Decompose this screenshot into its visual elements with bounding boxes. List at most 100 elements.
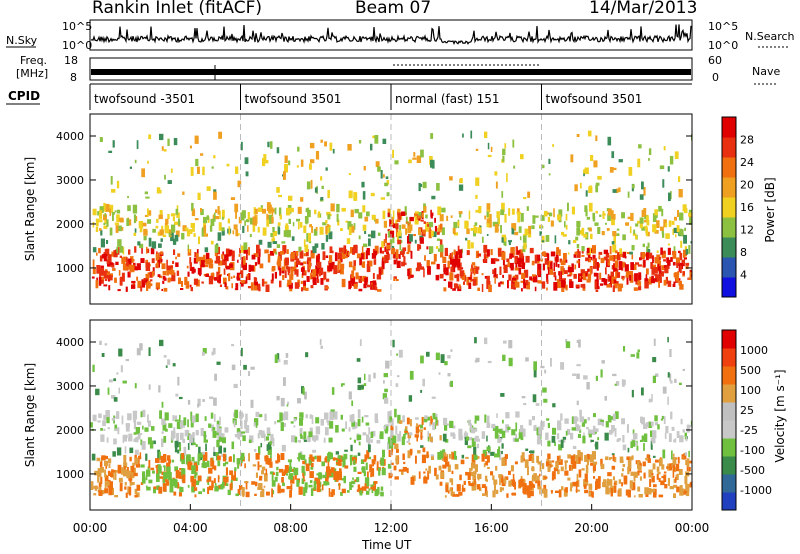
echo-cell	[117, 239, 122, 247]
echo-cell	[248, 247, 250, 256]
echo-cell	[583, 479, 587, 487]
echo-cell	[679, 284, 684, 290]
echo-cell	[576, 400, 579, 406]
echo-cell	[678, 263, 681, 272]
colorbar-tick: 8	[740, 246, 747, 259]
echo-cell	[352, 457, 356, 461]
echo-cell	[470, 228, 474, 231]
echo-cell	[643, 443, 645, 451]
echo-cell	[254, 493, 257, 496]
echo-cell	[164, 225, 169, 233]
x-tick-label: 12:00	[374, 521, 409, 535]
echo-cell	[558, 421, 561, 429]
echo-cell	[658, 477, 661, 482]
echo-cell	[534, 215, 539, 218]
echo-cell	[340, 492, 343, 496]
echo-cell	[652, 255, 654, 264]
colorbar-tick: 28	[740, 134, 754, 147]
echo-cell	[560, 266, 564, 275]
echo-cell	[451, 252, 454, 260]
echo-cell	[159, 255, 162, 264]
echo-cell	[614, 428, 617, 437]
echo-cell	[204, 247, 209, 253]
echo-cell	[599, 283, 603, 286]
echo-cell	[627, 216, 633, 220]
echo-cell	[376, 274, 382, 280]
echo-cell	[574, 251, 579, 255]
echo-cell	[218, 260, 223, 266]
echo-cell	[107, 254, 112, 263]
echo-cell	[179, 414, 181, 423]
echo-cell	[346, 238, 351, 244]
echo-cell	[500, 428, 504, 433]
echo-cell	[240, 245, 244, 253]
echo-cell	[273, 248, 277, 254]
echo-cell	[444, 361, 448, 366]
echo-cell	[592, 254, 596, 261]
echo-cell	[97, 420, 101, 423]
echo-cell	[384, 388, 388, 393]
echo-cell	[111, 469, 114, 478]
echo-cell	[267, 254, 271, 263]
power-frame	[89, 113, 693, 305]
echo-cell	[363, 459, 367, 462]
echo-cell	[481, 273, 484, 276]
echo-cell	[639, 462, 642, 466]
echo-cell	[433, 253, 437, 262]
echo-cell	[683, 257, 687, 260]
echo-cell	[245, 491, 250, 498]
echo-cell	[379, 247, 382, 254]
echo-cell	[303, 431, 307, 439]
echo-cell	[629, 456, 633, 461]
echo-cell	[616, 228, 620, 231]
echo-cell	[284, 225, 289, 233]
echo-cell	[320, 278, 324, 285]
echo-cell	[162, 275, 166, 280]
echo-cell	[535, 480, 538, 484]
echo-cell	[653, 278, 657, 282]
echo-cell	[645, 493, 649, 497]
echo-cell	[296, 218, 300, 222]
echo-cell	[364, 373, 366, 381]
echo-cell	[222, 453, 226, 462]
echo-cell	[397, 414, 401, 424]
echo-cell	[180, 432, 184, 440]
echo-cell	[147, 414, 149, 423]
echo-cell	[593, 258, 595, 268]
echo-cell	[209, 258, 212, 264]
echo-cell	[558, 271, 560, 276]
echo-cell	[206, 479, 209, 483]
echo-cell	[392, 236, 395, 244]
echo-cell	[690, 241, 692, 244]
echo-cell	[424, 255, 426, 261]
echo-cell	[148, 459, 151, 469]
echo-cell	[499, 451, 502, 461]
echo-cell	[449, 478, 453, 483]
echo-cell	[571, 416, 574, 424]
echo-cell	[383, 380, 385, 384]
echo-cell	[567, 477, 571, 481]
echo-cell	[402, 453, 405, 460]
echo-cell	[274, 476, 278, 482]
echo-cell	[112, 268, 116, 271]
echo-cell	[351, 225, 355, 233]
echo-cell	[119, 245, 124, 253]
echo-cell	[375, 287, 378, 291]
nsky-tick-bottom-right: 10^0	[708, 39, 738, 52]
echo-cell	[652, 357, 657, 363]
echo-cell	[205, 443, 207, 452]
echo-cell	[181, 455, 185, 465]
echo-cell	[611, 219, 615, 226]
echo-cell	[401, 261, 405, 267]
echo-cell	[337, 455, 341, 459]
echo-cell	[622, 464, 626, 467]
echo-cell	[304, 459, 307, 465]
echo-cell	[132, 462, 135, 467]
echo-cell	[141, 279, 146, 288]
echo-cell	[355, 422, 358, 429]
echo-cell	[381, 250, 385, 254]
echo-cell	[419, 429, 423, 432]
echo-cell	[495, 489, 499, 495]
echo-cell	[665, 233, 670, 239]
echo-cell	[565, 341, 571, 349]
